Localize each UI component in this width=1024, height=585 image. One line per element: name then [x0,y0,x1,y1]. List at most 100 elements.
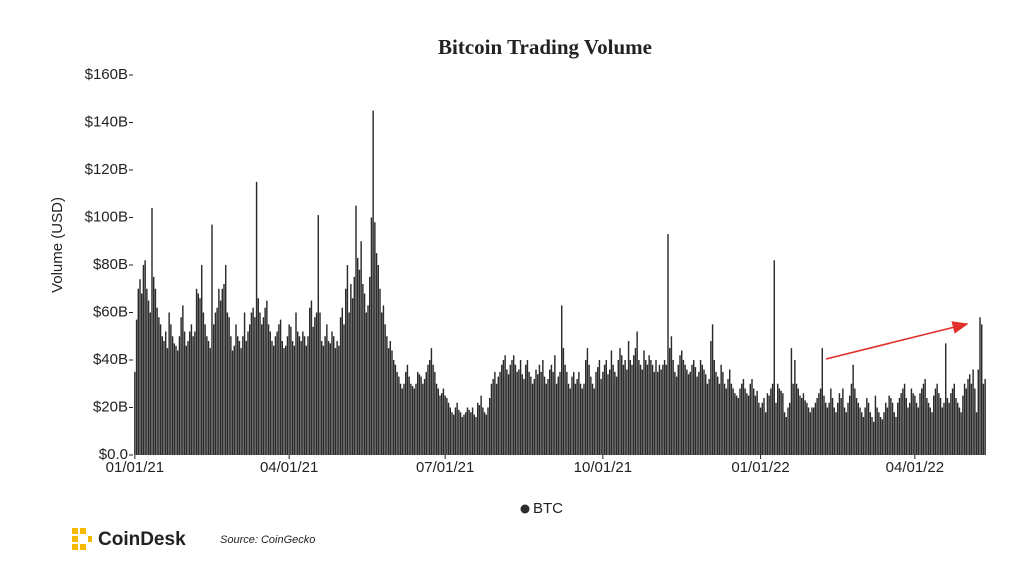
bar [607,374,609,455]
bar [792,383,794,455]
bar [758,402,760,455]
bar [603,364,606,455]
bar [896,402,899,455]
bar [663,360,666,455]
bar [355,205,357,455]
bar [538,364,541,455]
y-tick-label: $20B [93,398,128,415]
bar [521,374,524,455]
bar [794,360,796,455]
bar [434,371,436,455]
bar [888,395,890,455]
bar [228,317,230,455]
bar [214,312,217,455]
source-note: Source: CoinGecko [220,534,315,546]
bar [598,360,601,455]
bar [879,417,882,455]
bar [295,312,297,455]
bar [644,360,647,455]
bar [674,371,676,455]
bar [334,348,337,455]
bar [835,412,837,455]
bar [519,360,522,455]
bar [362,284,364,455]
bar [176,350,179,455]
bar [926,398,928,455]
bar [653,371,656,455]
bar [480,395,482,455]
bar [259,312,261,455]
bar [236,336,239,455]
bar [809,412,812,455]
bar [422,383,424,455]
bar [408,376,410,455]
bar [178,336,181,455]
bar [650,360,652,455]
bar [953,383,956,455]
bar [233,345,236,455]
bar [315,312,318,455]
bar [567,383,570,455]
bar [704,374,707,455]
bar [634,348,637,455]
brand-name: CoinDesk [98,529,186,550]
bar [560,305,563,455]
bar [701,364,704,455]
bar [919,393,921,455]
bar [399,383,402,455]
bar [967,379,969,455]
bar [507,374,510,455]
bar [932,395,935,455]
bar [142,265,145,455]
bar [437,388,440,455]
bar [296,331,299,455]
bar [432,364,434,455]
bar [579,383,582,455]
bar [826,407,829,455]
bar [475,417,477,455]
bar [476,402,479,455]
bar [514,364,517,455]
bar [692,360,695,455]
bar [235,324,237,455]
bar [874,395,877,455]
bar [257,298,260,455]
bar [302,331,304,455]
bar [224,265,227,455]
bar [924,379,926,455]
brand-logo [72,528,92,550]
bar [452,414,455,455]
bar [363,293,366,455]
bar [763,398,765,455]
bar [403,383,405,455]
bar [694,367,697,455]
bar [271,341,273,455]
bar [288,324,290,455]
bar [824,402,827,455]
bar [854,388,856,455]
bar [466,407,469,455]
bar [593,388,596,455]
bar [348,312,350,455]
bar [723,383,726,455]
bar [269,331,272,455]
bar [158,317,160,455]
bar [747,395,750,455]
bar [523,379,525,455]
bar [795,383,798,455]
bar [202,312,205,455]
bar [651,364,654,455]
bar [140,293,143,455]
bar [420,376,422,455]
bar [497,376,500,455]
bar [883,412,885,455]
bar [382,305,385,455]
bar [305,345,308,455]
bar [860,412,863,455]
bar [341,307,344,455]
bar [272,345,275,455]
bar [862,417,865,455]
bar [821,348,824,455]
bar [871,417,873,455]
bar [168,312,170,455]
